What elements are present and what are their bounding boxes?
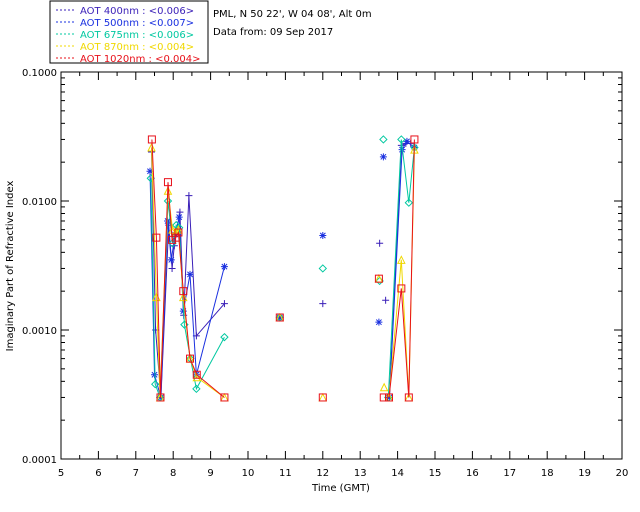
series-4 — [147, 135, 419, 402]
data-point — [167, 256, 175, 264]
legend-entry: AOT 870nm : <0.004> — [80, 42, 194, 53]
plot-area — [146, 135, 419, 402]
data-point — [275, 313, 284, 322]
x-tick-label: 13 — [354, 468, 367, 479]
data-point — [168, 224, 177, 234]
x-axis-label: Time (GMT) — [311, 483, 370, 494]
legend-entry: AOT 675nm : <0.006> — [80, 30, 194, 41]
series-line — [150, 178, 225, 398]
data-point — [318, 393, 327, 402]
legend-entry: AOT 500nm : <0.007> — [80, 18, 194, 29]
data-point — [186, 354, 195, 363]
x-tick-label: 15 — [429, 468, 442, 479]
data-point — [175, 213, 183, 221]
x-tick-label: 5 — [58, 468, 64, 479]
data-point — [397, 135, 406, 144]
x-tick-label: 18 — [541, 468, 554, 479]
x-tick-label: 19 — [578, 468, 591, 479]
series-2 — [146, 135, 419, 402]
plot-frame — [60, 71, 623, 460]
y-tick-label: 0.0100 — [22, 197, 57, 208]
data-point — [192, 370, 201, 379]
data-point — [276, 313, 284, 321]
data-point — [220, 300, 228, 308]
x-tick-label: 7 — [133, 468, 139, 479]
data-point — [163, 178, 172, 187]
x-axis: 5 6 7 8 9 10 11 12 13 14 15 16 17 18 19 20 — [58, 72, 629, 479]
data-point — [379, 135, 388, 144]
data-point — [319, 232, 327, 240]
x-tick-label: 8 — [170, 468, 176, 479]
x-tick-label: 6 — [95, 468, 101, 479]
data-point — [318, 392, 328, 402]
data-point — [397, 255, 406, 264]
data-point — [382, 296, 390, 304]
data-point — [403, 137, 411, 145]
x-tick-label: 14 — [391, 468, 404, 479]
data-point — [147, 142, 156, 152]
data-point — [220, 393, 229, 402]
data-point — [152, 233, 161, 242]
data-point — [379, 393, 388, 402]
x-tick-label: 17 — [503, 468, 516, 479]
data-point — [174, 228, 183, 237]
x-tick-label: 12 — [316, 468, 329, 479]
data-point — [318, 264, 328, 273]
data-point — [156, 393, 165, 402]
data-point — [404, 393, 413, 402]
legend-entry: AOT 400nm : <0.006> — [80, 6, 194, 17]
x-tick-label: 11 — [279, 468, 292, 479]
data-point — [171, 233, 180, 242]
data-point — [179, 287, 188, 296]
data-point — [375, 318, 383, 326]
data-point — [220, 332, 229, 342]
data-point — [146, 167, 154, 175]
data-point — [376, 239, 384, 247]
data-point — [404, 198, 414, 207]
data-point — [185, 192, 193, 200]
series-line — [388, 139, 415, 398]
data-point — [147, 135, 156, 144]
data-point — [379, 382, 389, 392]
data-point — [384, 393, 393, 402]
data-point — [176, 208, 184, 216]
x-tick-label: 20 — [616, 468, 629, 479]
data-point — [220, 263, 228, 271]
series-line — [388, 140, 415, 398]
data-point — [186, 270, 194, 278]
data-point — [379, 153, 387, 161]
series-line — [387, 139, 415, 398]
x-tick-label: 9 — [207, 468, 213, 479]
y-tick-label: 0.0010 — [22, 326, 57, 337]
data-point — [192, 384, 201, 394]
data-point — [319, 300, 327, 308]
data-point — [146, 174, 155, 183]
data-point — [178, 292, 188, 302]
x-tick-label: 10 — [242, 468, 255, 479]
data-point — [174, 223, 184, 232]
y-tick-label: 0.1000 — [22, 68, 57, 79]
y-axis-label: Imaginary Part of Refractive Index — [5, 181, 16, 352]
x-tick-label: 16 — [466, 468, 479, 479]
data-point — [168, 239, 177, 248]
legend: AOT 400nm : <0.006>AOT 500nm : <0.007>AO… — [49, 0, 209, 65]
data-point — [168, 264, 176, 272]
data-point — [151, 380, 160, 389]
date-info: Data from: 09 Sep 2017 — [213, 27, 333, 38]
y-tick-label: 0.0001 — [22, 455, 57, 466]
data-point — [397, 284, 406, 293]
legend-entry: AOT 1020nm : <0.004> — [80, 54, 200, 65]
data-point — [192, 372, 202, 382]
data-point — [374, 274, 383, 283]
y-axis: 0.0001 0.0010 0.0100 0.1000 — [22, 68, 622, 466]
site-info: PML, N 50 22', W 04 08', Alt 0m — [213, 9, 372, 20]
data-point — [410, 135, 419, 144]
legend-box — [49, 0, 209, 64]
